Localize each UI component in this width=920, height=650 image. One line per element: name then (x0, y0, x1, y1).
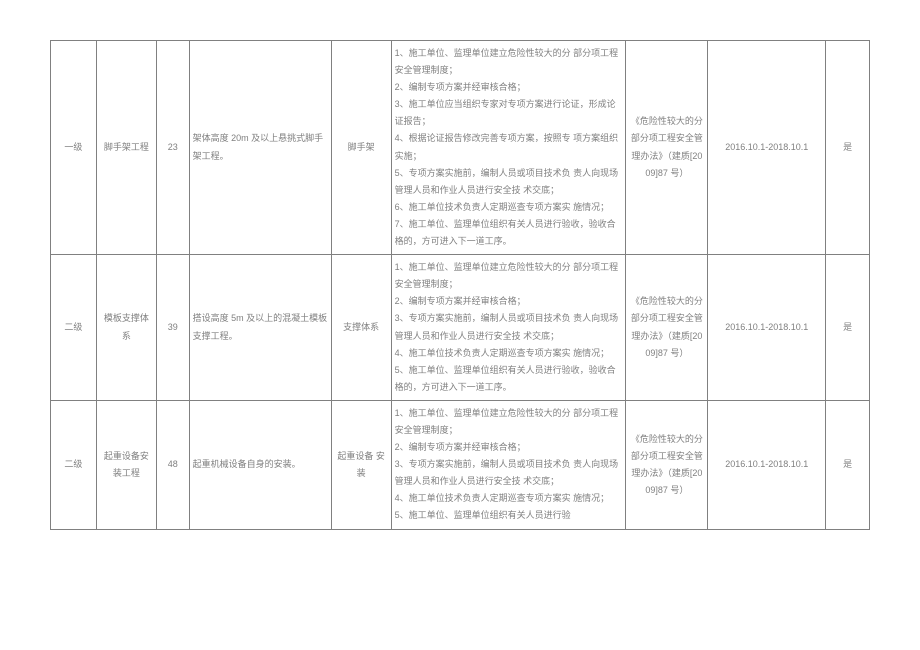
cell-type: 起重设备 安装 (331, 400, 391, 529)
cell-flag: 是 (826, 255, 870, 401)
cell-category: 起重设备安装工程 (96, 400, 156, 529)
cell-flag: 是 (826, 41, 870, 255)
cell-period: 2016.10.1-2018.10.1 (708, 400, 826, 529)
table-row: 二级起重设备安装工程48起重机械设备自身的安装。起重设备 安装1、施工单位、监理… (51, 400, 870, 529)
cell-period: 2016.10.1-2018.10.1 (708, 255, 826, 401)
risk-table: 一级脚手架工程23架体高度 20m 及以上悬挑式脚手架工程。脚手架1、施工单位、… (50, 40, 870, 530)
cell-num: 48 (156, 400, 189, 529)
cell-num: 39 (156, 255, 189, 401)
cell-category: 脚手架工程 (96, 41, 156, 255)
cell-type: 脚手架 (331, 41, 391, 255)
cell-basis: 《危险性较大的分部分项工程安全管理办法》（建质[2009]87 号） (626, 41, 708, 255)
table-row: 二级模板支撑体系39搭设高度 5m 及以上的混凝土模板 支撑工程。支撑体系1、施… (51, 255, 870, 401)
cell-measures: 1、施工单位、监理单位建立危险性较大的分 部分项工程安全管理制度；2、编制专项方… (391, 400, 626, 529)
cell-period: 2016.10.1-2018.10.1 (708, 41, 826, 255)
cell-level: 二级 (51, 255, 97, 401)
cell-desc: 起重机械设备自身的安装。 (189, 400, 331, 529)
cell-desc: 搭设高度 5m 及以上的混凝土模板 支撑工程。 (189, 255, 331, 401)
cell-category: 模板支撑体系 (96, 255, 156, 401)
cell-measures: 1、施工单位、监理单位建立危险性较大的分 部分项工程安全管理制度；2、编制专项方… (391, 255, 626, 401)
cell-desc: 架体高度 20m 及以上悬挑式脚手架工程。 (189, 41, 331, 255)
cell-num: 23 (156, 41, 189, 255)
cell-basis: 《危险性较大的分部分项工程安全管理办法》（建质[2009]87 号） (626, 400, 708, 529)
cell-flag: 是 (826, 400, 870, 529)
cell-level: 一级 (51, 41, 97, 255)
cell-basis: 《危险性较大的分部分项工程安全管理办法》（建质[2009]87 号） (626, 255, 708, 401)
cell-measures: 1、施工单位、监理单位建立危险性较大的分 部分项工程安全管理制度；2、编制专项方… (391, 41, 626, 255)
cell-level: 二级 (51, 400, 97, 529)
cell-type: 支撑体系 (331, 255, 391, 401)
table-row: 一级脚手架工程23架体高度 20m 及以上悬挑式脚手架工程。脚手架1、施工单位、… (51, 41, 870, 255)
